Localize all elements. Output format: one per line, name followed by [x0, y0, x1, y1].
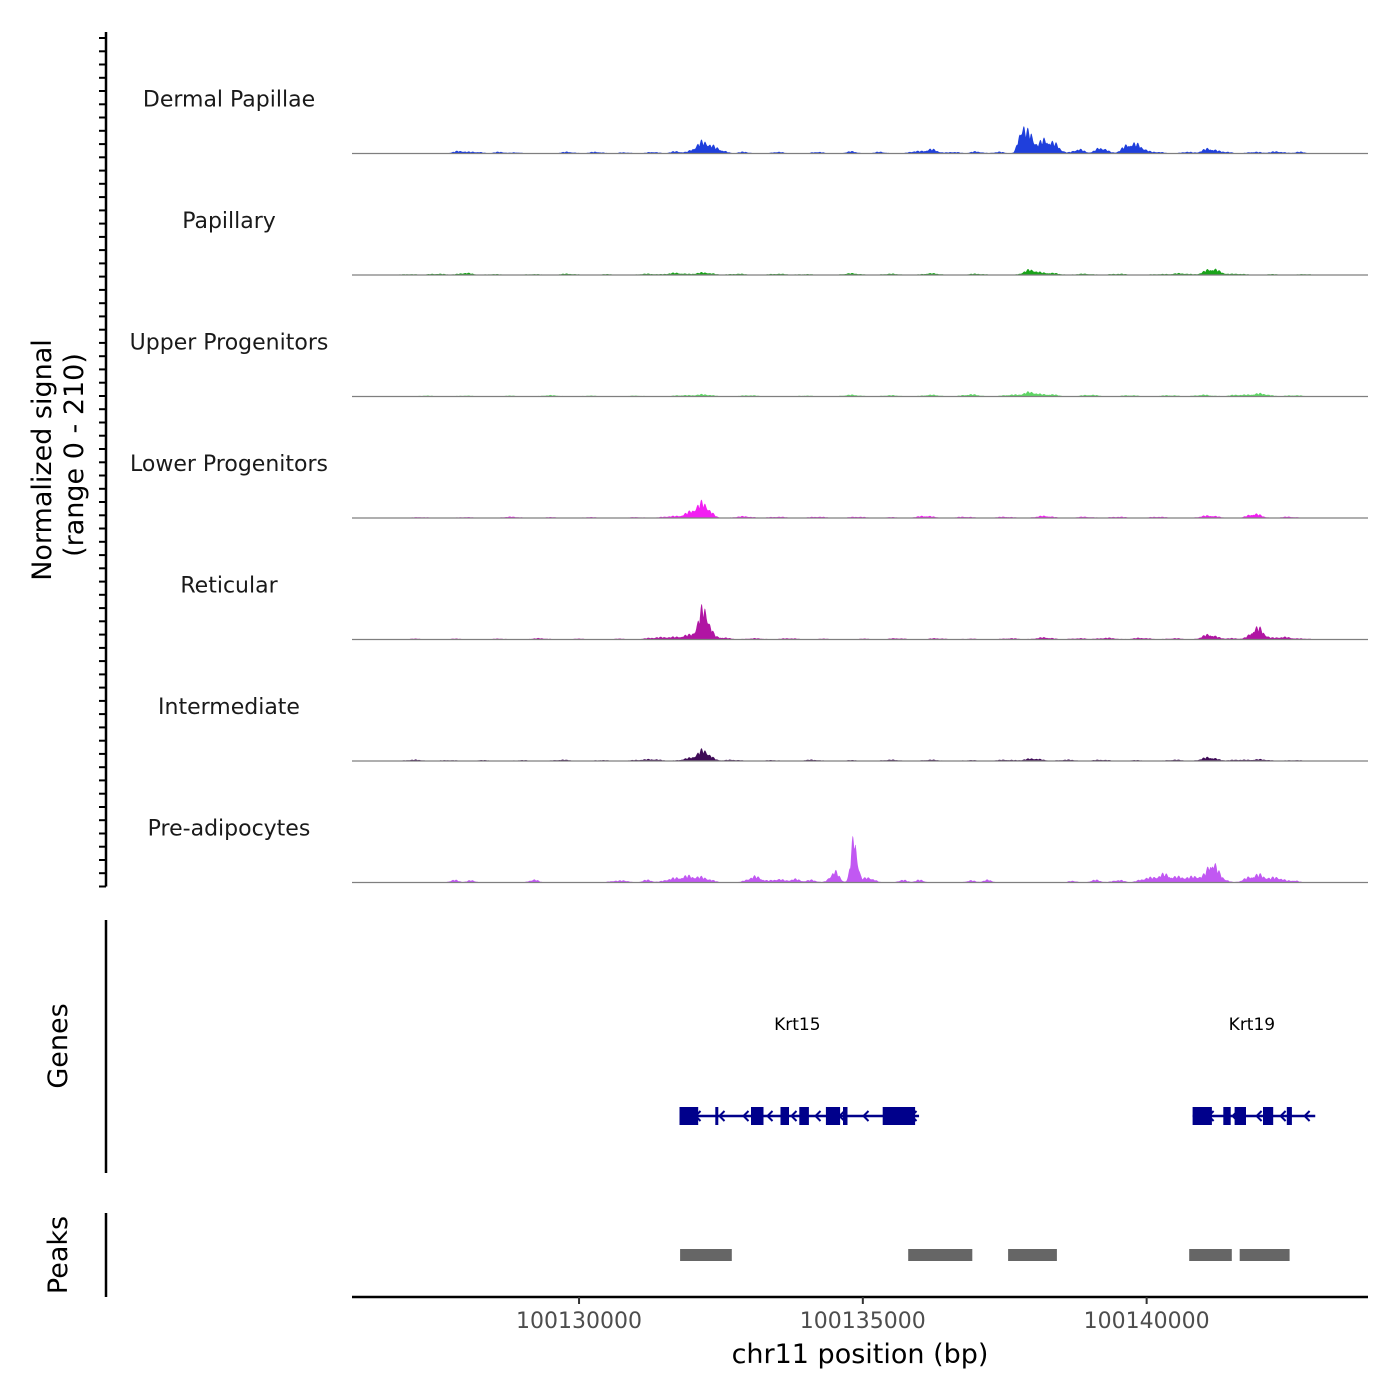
track-lower-progenitors: [352, 499, 1368, 519]
genes-track-title: Genes: [43, 1003, 74, 1088]
signal-area-lower-progenitors: [397, 499, 1312, 518]
track-label-reticular: Reticular: [180, 574, 278, 599]
exon-krt15: [715, 1107, 719, 1125]
peaks-track: Peaks: [43, 1213, 1290, 1297]
exon-krt15: [780, 1107, 789, 1125]
signal-area-upper-progenitors: [397, 391, 1312, 397]
strand-arrow: [1303, 1110, 1311, 1122]
genes-track: Genes Krt15 Krt19: [43, 920, 1316, 1173]
strand-arrow: [790, 1110, 798, 1122]
y-axis-title-line2: (range 0 - 210): [59, 353, 90, 557]
track-label-papillary: Papillary: [182, 209, 276, 234]
exon-krt19: [1234, 1107, 1246, 1125]
track-papillary: [352, 268, 1368, 276]
exon-krt19: [1223, 1107, 1231, 1125]
strand-arrow: [766, 1110, 774, 1122]
signal-area-dermal-papillae: [397, 126, 1312, 154]
exon-krt19: [1286, 1107, 1292, 1125]
track-label-lower-progenitors: Lower Progenitors: [130, 452, 328, 477]
track-reticular: [352, 603, 1368, 641]
exon-krt15: [679, 1107, 699, 1125]
track-label-intermediate: Intermediate: [158, 695, 300, 720]
exon-krt15: [882, 1107, 916, 1125]
signal-area-intermediate: [397, 748, 1312, 761]
y-axis-title-line1: Normalized signal: [27, 339, 58, 581]
exon-krt19: [1263, 1107, 1274, 1125]
peak-region: [680, 1249, 732, 1261]
peaks-track-title: Peaks: [43, 1216, 74, 1294]
peak-region: [908, 1249, 973, 1261]
track-upper-progenitors: [352, 391, 1368, 398]
gene-krt19: Krt19: [1192, 1015, 1316, 1125]
peak-region: [1239, 1249, 1290, 1261]
exon-krt15: [843, 1107, 848, 1125]
x-axis: chr11 position (bp) 100130000 100135000 10…: [352, 1295, 1368, 1370]
x-tick-label: 100140000: [1084, 1309, 1210, 1334]
signal-area-papillary: [397, 268, 1312, 275]
x-tick-label: 100130000: [516, 1309, 642, 1334]
track-intermediate: [352, 748, 1368, 762]
y-axis: Normalized signal (range 0 - 210): [27, 32, 108, 888]
peak-region: [1008, 1249, 1057, 1261]
x-axis-title: chr11 position (bp): [732, 1339, 989, 1370]
exon-krt15: [751, 1107, 764, 1125]
coverage-tracks: [352, 126, 1368, 884]
track-label-upper-progenitors: Upper Progenitors: [130, 331, 329, 356]
gene-krt15: Krt15: [679, 1015, 920, 1125]
exon-krt19: [1192, 1107, 1212, 1125]
strand-arrow: [1255, 1110, 1263, 1122]
strand-arrow: [742, 1110, 750, 1122]
track-label-pre-adipocytes: Pre-adipocytes: [148, 817, 311, 842]
track-label-dermal-papillae: Dermal Papillae: [143, 88, 315, 113]
exon-krt15: [799, 1107, 809, 1125]
strand-arrow: [814, 1110, 822, 1122]
signal-area-reticular: [397, 603, 1312, 640]
peak-region: [1189, 1249, 1232, 1261]
track-dermal-papillae: [352, 126, 1368, 155]
signal-area-pre-adipocytes: [397, 835, 1312, 883]
gene-label-krt15: Krt15: [774, 1015, 820, 1035]
strand-arrow: [718, 1110, 726, 1122]
strand-arrow: [1279, 1110, 1287, 1122]
track-pre-adipocytes: [352, 835, 1368, 884]
strand-arrow: [862, 1110, 870, 1122]
track-labels: Dermal Papillae Papillary Upper Progenitor…: [130, 88, 329, 842]
exon-krt15: [825, 1107, 841, 1125]
gene-label-krt19: Krt19: [1229, 1015, 1275, 1035]
x-tick-label: 100135000: [800, 1309, 926, 1334]
